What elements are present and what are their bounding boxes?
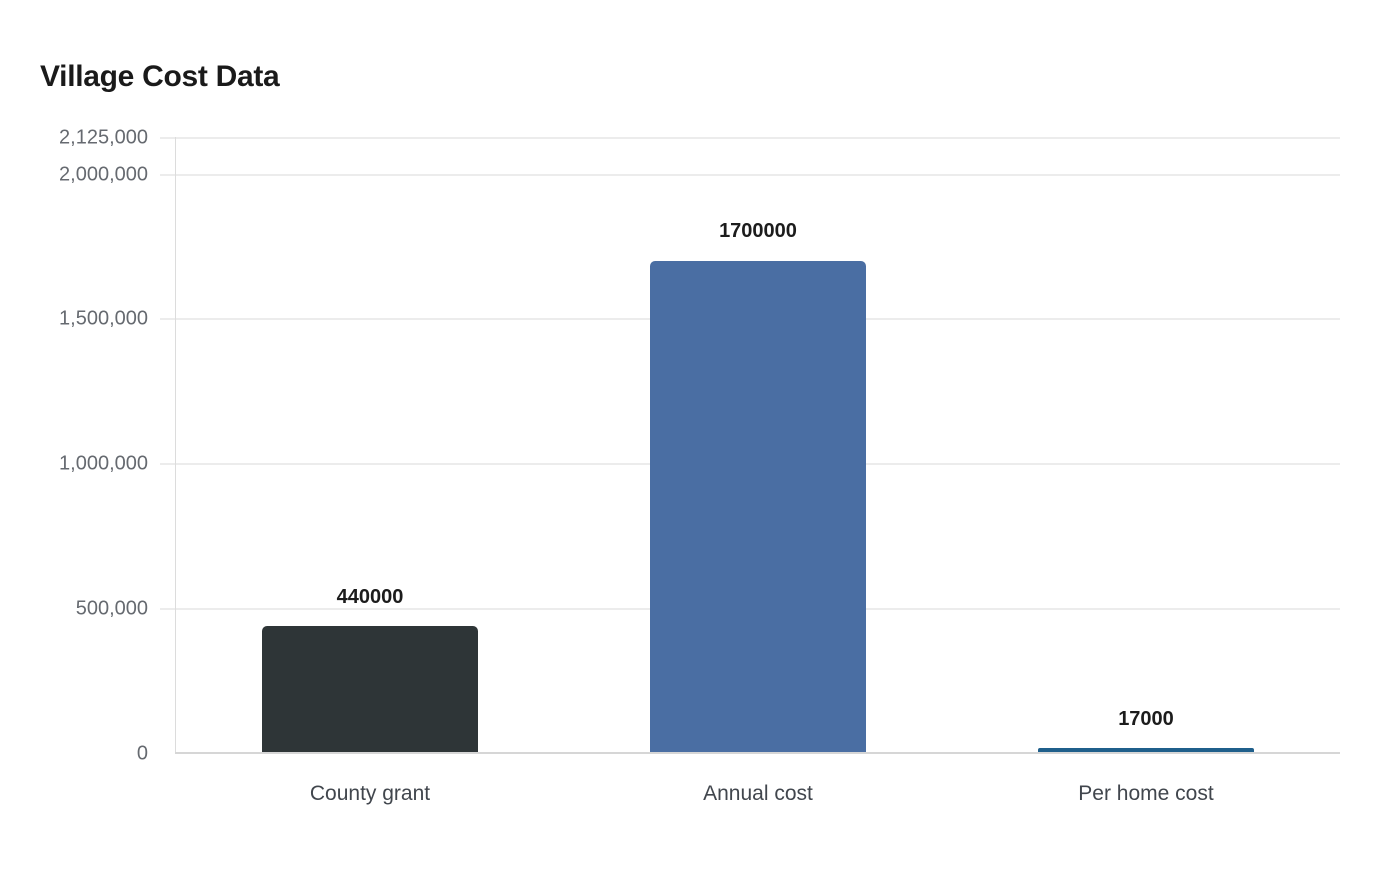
gridline (160, 174, 1340, 176)
x-category-label: Per home cost (1078, 782, 1214, 805)
bar-value-label: 1700000 (719, 220, 797, 242)
bar-county-grant[interactable] (262, 626, 478, 753)
x-category-label: Annual cost (703, 782, 813, 805)
y-tick-label: 1,000,000 (59, 452, 148, 475)
gridline (160, 137, 1340, 139)
y-tick-label: 2,000,000 (59, 163, 148, 186)
chart-title: Village Cost Data (40, 60, 280, 93)
bar-value-label: 440000 (336, 586, 404, 608)
bar-annual-cost[interactable] (650, 261, 866, 753)
bar-per-home-cost[interactable] (1038, 748, 1254, 753)
y-tick-label: 1,500,000 (59, 307, 148, 330)
y-axis-line (175, 137, 176, 754)
y-tick-label: 2,125,000 (59, 126, 148, 149)
y-tick-label: 500,000 (75, 597, 148, 620)
x-category-label: County grant (309, 782, 431, 805)
x-axis-line (175, 752, 1340, 754)
y-tick-label: 0 (136, 742, 148, 765)
bar-value-label: 17000 (1118, 708, 1174, 730)
